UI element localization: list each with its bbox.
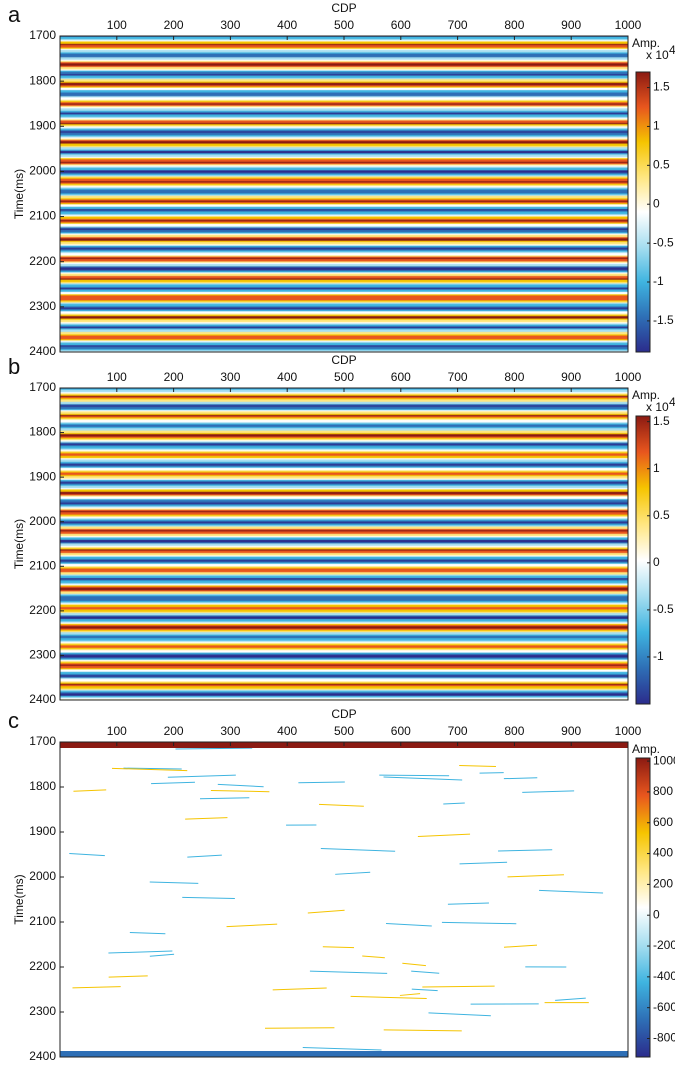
x-tick-label: 900 [561,724,581,738]
seismic-image [60,36,628,352]
x-tick-label: 900 [561,18,581,32]
colorbar-tick-label: 0.5 [653,508,670,522]
y-tick-label: 2400 [29,344,56,358]
colorbar-tick-label: 1 [653,461,660,475]
colorbar-tick-label: 0.5 [653,158,670,172]
x-tick-label: 900 [561,370,581,384]
x-tick-label: 600 [391,370,411,384]
seismic-image [60,742,628,1057]
colorbar-tick-label: -0.5 [653,235,674,249]
y-tick-label: 2300 [29,648,56,662]
x-tick-label: 100 [107,724,127,738]
y-tick-label: 1700 [29,28,56,42]
y-tick-label: 2300 [29,1004,56,1018]
x-axis-title: CDP [331,353,356,367]
y-tick-label: 2400 [29,692,56,706]
y-tick-label: 1900 [29,824,56,838]
colorbar-tick-label: -1 [653,649,664,663]
y-tick-label: 1800 [29,73,56,87]
x-tick-label: 800 [504,724,524,738]
colorbar-tick-label: -200 [653,938,675,952]
colorbar-tick-label: 1.5 [653,414,670,428]
x-tick-label: 600 [391,18,411,32]
colorbar [636,416,650,704]
panel-letter: a [8,2,21,27]
colorbar-tick-label: 1 [653,119,660,133]
y-tick-label: 2000 [29,514,56,528]
x-tick-label: 200 [164,724,184,738]
colorbar-exponent: 4 [669,43,675,57]
y-tick-label: 1900 [29,118,56,132]
y-tick-label: 1700 [29,734,56,748]
x-tick-label: 1000 [615,18,642,32]
x-tick-label: 300 [220,724,240,738]
y-tick-label: 2000 [29,164,56,178]
y-tick-label: 2100 [29,209,56,223]
colorbar-tick-label: 800 [653,784,673,798]
colorbar-tick-label: 200 [653,877,673,891]
colorbar [636,72,650,352]
colorbar-multiplier: x 10 [646,48,669,62]
colorbar-tick-label: 0 [653,555,660,569]
colorbar-tick-label: -400 [653,969,675,983]
y-tick-label: 1900 [29,469,56,483]
seismic-event [379,775,449,776]
y-tick-label: 2200 [29,254,56,268]
y-tick-label: 2400 [29,1049,56,1062]
y-tick-label: 2200 [29,959,56,973]
x-tick-label: 500 [334,724,354,738]
x-axis-title: CDP [331,1,356,15]
seismic-image [60,388,628,700]
x-tick-label: 300 [220,18,240,32]
x-tick-label: 800 [504,370,524,384]
panel-letter: c [8,708,19,733]
colorbar-tick-label: 1000 [653,753,675,767]
colorbar-tick-label: -1 [653,274,664,288]
colorbar-tick-label: -800 [653,1031,675,1045]
x-tick-label: 800 [504,18,524,32]
y-tick-label: 2100 [29,914,56,928]
y-tick-label: 1700 [29,380,56,394]
x-tick-label: 200 [164,18,184,32]
y-tick-label: 2200 [29,603,56,617]
x-tick-label: 100 [107,370,127,384]
x-tick-label: 400 [277,370,297,384]
x-tick-label: 400 [277,18,297,32]
y-tick-label: 2100 [29,558,56,572]
x-tick-label: 600 [391,724,411,738]
x-tick-label: 700 [448,370,468,384]
colorbar-tick-label: 0 [653,907,660,921]
x-tick-label: 1000 [615,370,642,384]
colorbar-multiplier: x 10 [646,400,669,414]
colorbar-tick-label: 400 [653,846,673,860]
x-tick-label: 1000 [615,724,642,738]
x-tick-label: 700 [448,724,468,738]
y-tick-label: 2000 [29,869,56,883]
x-tick-label: 500 [334,18,354,32]
x-tick-label: 200 [164,370,184,384]
y-axis-title: Time(ms) [12,874,26,924]
colorbar-exponent: 4 [669,395,675,409]
colorbar-tick-label: 600 [653,815,673,829]
y-tick-label: 1800 [29,425,56,439]
colorbar-tick-label: 1.5 [653,80,670,94]
y-axis-title: Time(ms) [12,519,26,569]
colorbar-tick-label: 0 [653,196,660,210]
x-axis-title: CDP [331,707,356,721]
x-tick-label: 400 [277,724,297,738]
colorbar-tick-label: -600 [653,1000,675,1014]
y-tick-label: 1800 [29,779,56,793]
panel-letter: b [8,354,20,379]
x-tick-label: 300 [220,370,240,384]
y-axis-title: Time(ms) [12,169,26,219]
y-tick-label: 2300 [29,299,56,313]
x-tick-label: 700 [448,18,468,32]
colorbar [636,758,650,1057]
x-tick-label: 100 [107,18,127,32]
x-tick-label: 500 [334,370,354,384]
seismic-edge [60,1051,628,1057]
colorbar-tick-label: -0.5 [653,602,674,616]
colorbar-tick-label: -1.5 [653,313,674,327]
